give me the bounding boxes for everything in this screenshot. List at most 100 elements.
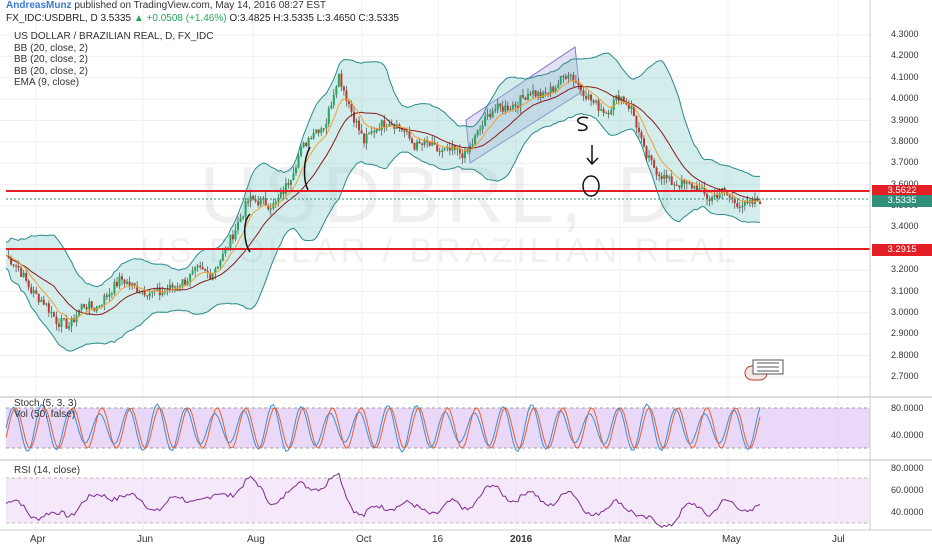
candle-body: [156, 288, 159, 292]
candle-body: [315, 129, 318, 134]
candle-body: [179, 286, 181, 288]
candle-body: [612, 100, 615, 110]
candle-body: [602, 109, 605, 113]
candle-body: [166, 290, 169, 292]
candle-body: [289, 180, 292, 185]
candle-body: [358, 120, 361, 131]
candle-body: [353, 111, 355, 123]
candle-body: [350, 104, 353, 112]
candle-body: [307, 138, 310, 147]
candle-body: [688, 182, 691, 184]
candle-body: [421, 143, 424, 145]
candle-body: [224, 247, 227, 254]
candle-body: [70, 318, 73, 327]
candle-body: [446, 146, 449, 149]
candle-body: [189, 273, 192, 282]
candle-body: [108, 293, 111, 297]
candle-body: [451, 145, 454, 151]
candle-body: [390, 123, 393, 125]
candle-body: [383, 120, 386, 128]
candle-body: [489, 114, 492, 118]
candle-body: [731, 197, 734, 199]
candle-body: [380, 120, 383, 131]
volume-title[interactable]: Vol (50, false): [14, 409, 76, 420]
candle-body: [622, 96, 625, 103]
candle-body: [52, 312, 55, 317]
candle-body: [345, 90, 348, 101]
candle-body: [683, 179, 686, 184]
candle-body: [368, 133, 371, 135]
candle-body: [282, 191, 285, 194]
publish-header: AndreasMunz published on TradingView.com…: [6, 0, 326, 12]
candle-body: [484, 116, 487, 126]
candle-body: [113, 281, 116, 294]
rsi-title[interactable]: RSI (14, close): [14, 465, 81, 476]
stoch-title[interactable]: Stoch (5, 3, 3): [14, 398, 77, 409]
candle-body: [728, 195, 731, 198]
time-tick-label: Oct: [356, 534, 372, 545]
rsi-tick-80: 80.0000: [891, 463, 924, 473]
price-tick-label: 3.7000: [891, 157, 919, 168]
symbol-name[interactable]: FX_IDC:USDBRL, D: [6, 13, 98, 24]
candle-body: [620, 96, 623, 101]
legend-bb-1[interactable]: BB (20, close, 2): [14, 42, 88, 54]
candle-body: [332, 94, 335, 106]
candle-body: [625, 102, 628, 105]
bb-basis: [5, 85, 761, 316]
candle-body: [73, 318, 76, 323]
candle-body: [486, 114, 489, 117]
candle-body: [600, 109, 603, 111]
candle-body: [237, 222, 239, 231]
legend-ema[interactable]: EMA (9, close): [14, 77, 80, 88]
candle-body: [259, 198, 262, 206]
indicator-legend: US DOLLAR / BRAZILIAN REAL, D, FX_IDC BB…: [14, 31, 214, 89]
candle-body: [544, 92, 547, 94]
candle-body: [418, 141, 421, 144]
candle-body: [716, 195, 719, 199]
earnings-flag-icon[interactable]: [744, 359, 784, 381]
candle-body: [302, 142, 305, 148]
stoch-d: [5, 406, 761, 450]
legend-bb-3[interactable]: BB (20, close, 2): [14, 65, 88, 77]
candle-body: [136, 285, 139, 293]
candle-body: [373, 131, 376, 133]
candle-body: [630, 106, 633, 109]
ema-line: [5, 80, 761, 320]
price-tick-label: 2.8000: [891, 349, 919, 360]
candle-body: [552, 86, 555, 92]
candle-body: [209, 272, 212, 280]
legend-title[interactable]: US DOLLAR / BRAZILIAN REAL, D, FX_IDC: [14, 31, 214, 42]
candle-body: [690, 183, 693, 189]
legend-bb-2[interactable]: BB (20, close, 2): [14, 54, 88, 65]
candle-body: [252, 195, 255, 200]
candle-body: [342, 86, 345, 91]
candle-body: [219, 260, 222, 267]
candle-body: [655, 167, 658, 175]
drawing-s-mark: [576, 116, 589, 132]
candle-body: [242, 216, 245, 219]
candle-body: [426, 140, 429, 143]
stoch-tick-40: 40.0000: [891, 430, 924, 440]
candle-body: [756, 198, 759, 202]
candle-body: [441, 150, 444, 153]
rsi-tick-60: 60.0000: [891, 485, 924, 495]
candle-body: [363, 133, 366, 144]
candle-body: [264, 198, 267, 206]
candle-body: [123, 279, 126, 284]
candle-body: [648, 155, 651, 159]
time-tick-label: May: [722, 534, 741, 545]
author-name[interactable]: AndreasMunz: [6, 0, 72, 11]
candle-body: [458, 148, 461, 154]
bb-fill: [6, 53, 760, 352]
candle-body: [234, 230, 237, 240]
candle-body: [60, 318, 63, 327]
candle-body: [201, 267, 204, 270]
drawing-circle: [582, 175, 600, 197]
candle-body: [337, 73, 340, 87]
candle-body: [549, 86, 552, 94]
candle-body: [35, 290, 38, 294]
candle-body: [267, 205, 270, 210]
candle-body: [554, 87, 557, 92]
candle-body: [643, 138, 645, 147]
